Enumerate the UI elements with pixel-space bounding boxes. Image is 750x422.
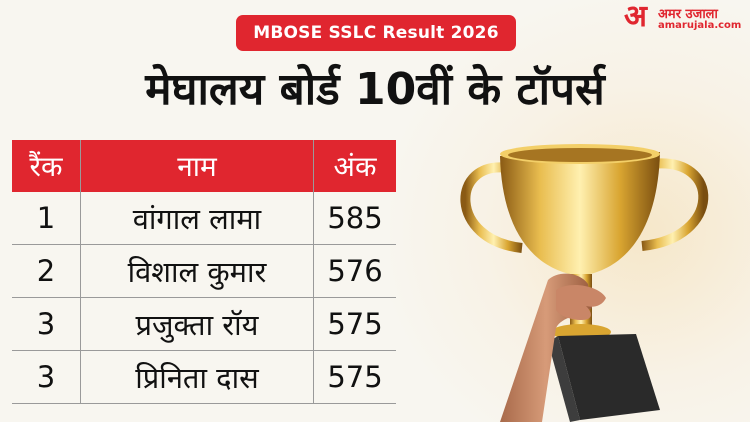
name-cell: वांगाल लामा bbox=[80, 192, 314, 245]
table-header-row: रैंक नाम अंक bbox=[12, 140, 396, 192]
rank-cell: 3 bbox=[12, 297, 81, 351]
page-title: मेघालय बोर्ड 10वीं के टॉपर्स bbox=[145, 64, 605, 115]
header-badge: MBOSE SSLC Result 2026 bbox=[236, 15, 516, 51]
name-cell: विशाल कुमार bbox=[80, 244, 314, 298]
column-header-name: नाम bbox=[80, 140, 314, 192]
name-cell: प्रिनिता दास bbox=[80, 350, 314, 404]
logo-mark: अ bbox=[624, 0, 647, 34]
trophy-right-handle bbox=[641, 158, 709, 251]
rank-cell: 2 bbox=[12, 244, 81, 298]
toppers-table: रैंक नाम अंक 1 वांगाल लामा 585 2 विशाल क… bbox=[12, 140, 396, 404]
logo-url: amarujala.com bbox=[658, 20, 742, 31]
trophy-cup bbox=[500, 152, 660, 276]
marks-cell: 585 bbox=[313, 192, 396, 245]
logo-name: अमर उजाला bbox=[658, 7, 718, 22]
trophy-base bbox=[558, 334, 660, 420]
table-row: 1 वांगाल लामा 585 bbox=[12, 192, 396, 245]
marks-cell: 575 bbox=[313, 350, 396, 404]
trophy-left-handle bbox=[460, 162, 523, 253]
table-row: 3 प्रजुक्ता रॉय 575 bbox=[12, 297, 396, 351]
rank-cell: 1 bbox=[12, 192, 81, 245]
trophy-image bbox=[460, 144, 709, 422]
column-header-rank: रैंक bbox=[12, 140, 81, 192]
table-row: 3 प्रिनिता दास 575 bbox=[12, 350, 396, 404]
marks-cell: 576 bbox=[313, 244, 396, 298]
name-cell: प्रजुक्ता रॉय bbox=[80, 297, 314, 351]
table-row: 2 विशाल कुमार 576 bbox=[12, 244, 396, 298]
rank-cell: 3 bbox=[12, 350, 81, 404]
column-header-marks: अंक bbox=[313, 140, 396, 192]
amarujala-logo[interactable]: अ अमर उजाला amarujala.com bbox=[624, 0, 742, 36]
hand-fingers bbox=[556, 284, 606, 320]
marks-cell: 575 bbox=[313, 297, 396, 351]
